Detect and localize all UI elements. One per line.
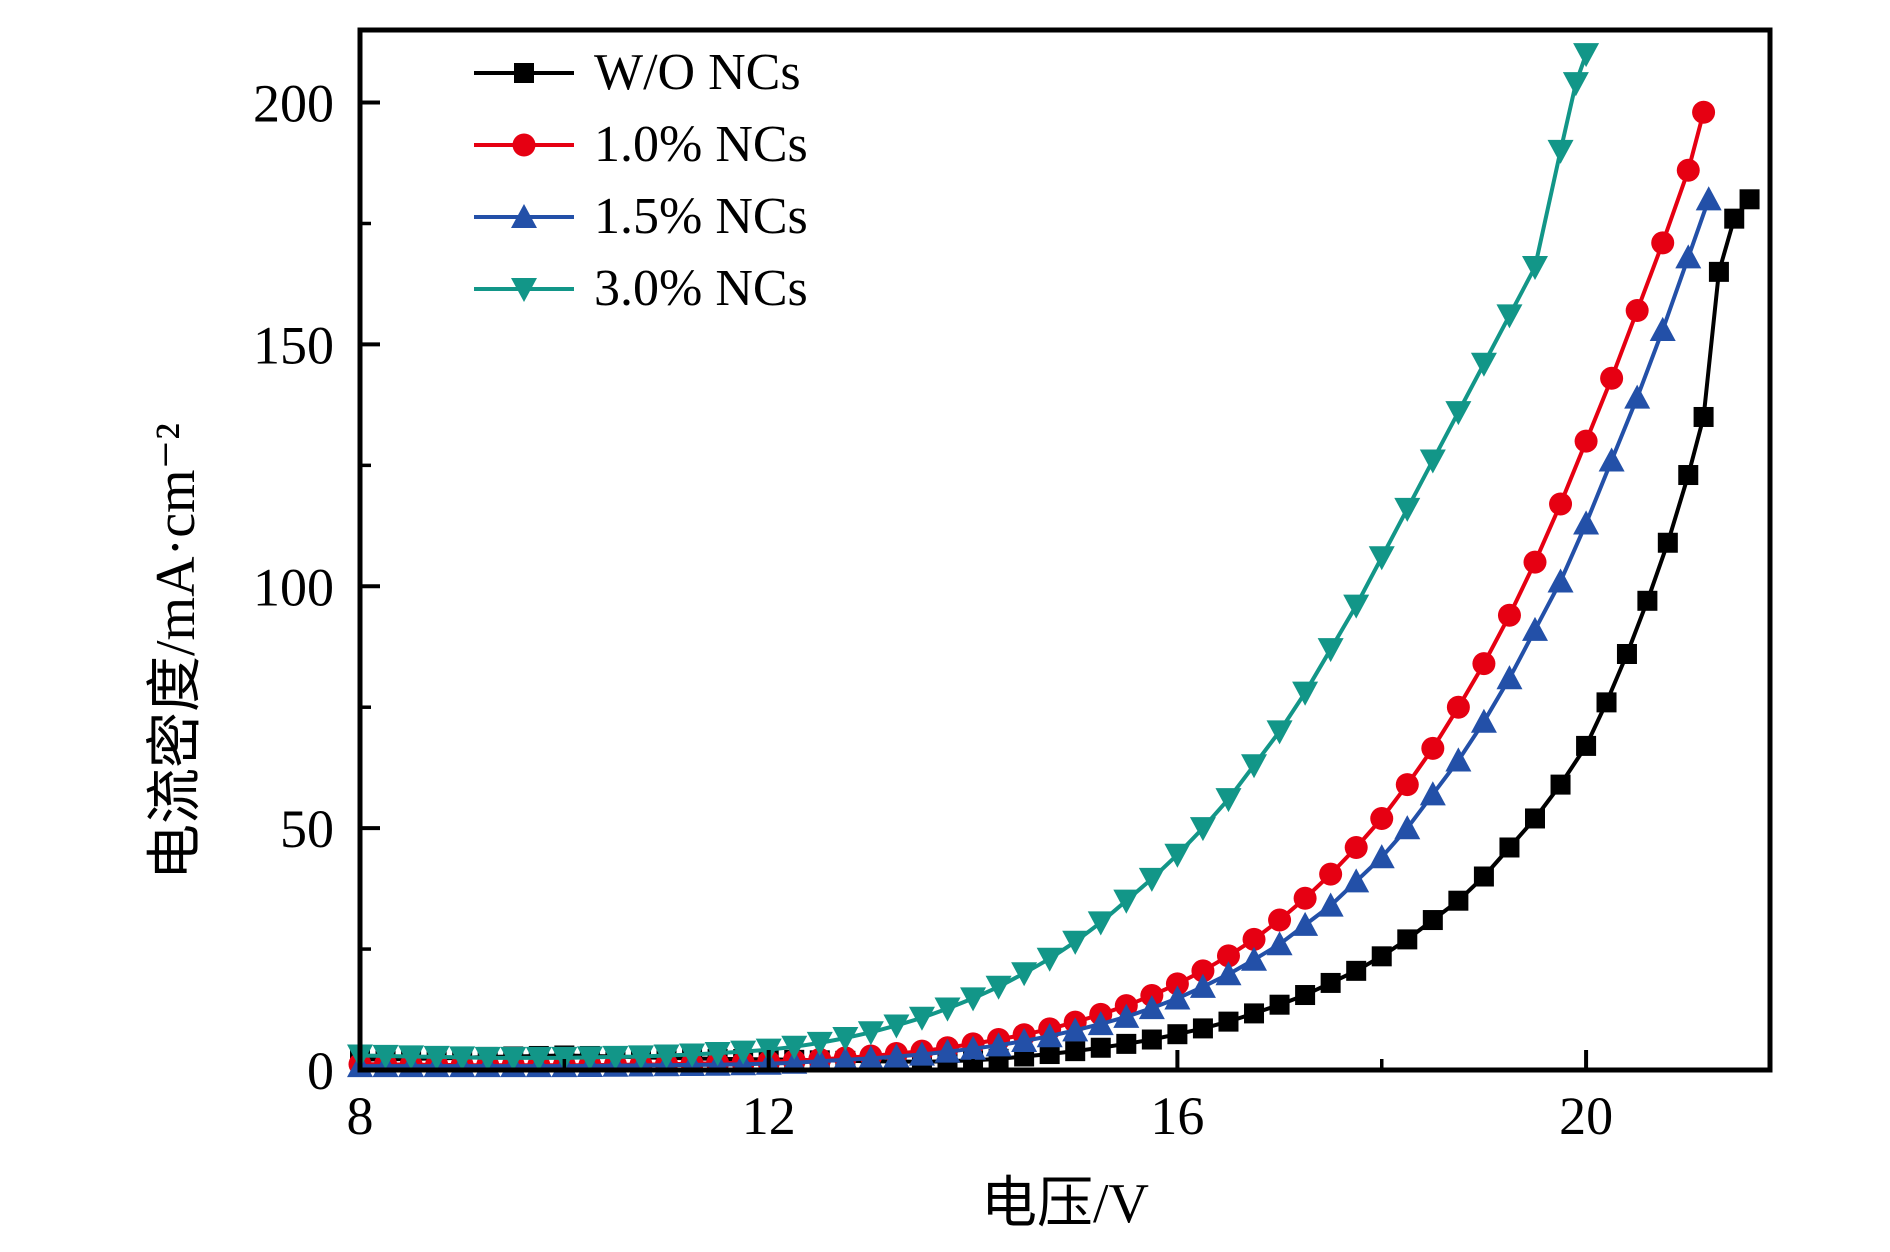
- legend-label-1-5-ncs: 1.5% NCs: [594, 188, 808, 245]
- legend-triangle-up-marker-icon: [474, 204, 574, 229]
- legend-item-1-0-ncs: 1.0% NCs: [472, 114, 808, 176]
- svg-text:50: 50: [280, 799, 334, 859]
- svg-text:100: 100: [253, 557, 334, 617]
- y-axis-title: 电流密度/mA·cm⁻²: [145, 423, 207, 880]
- svg-text:200: 200: [253, 74, 334, 134]
- legend-circle-marker-icon: [474, 133, 574, 157]
- legend: W/O NCs 1.0% NCs 1.5% NCs 3.0% NCs: [472, 42, 808, 320]
- legend-item-3-0-ncs: 3.0% NCs: [472, 258, 808, 320]
- svg-text:20: 20: [1559, 1086, 1613, 1146]
- legend-item-1-5-ncs: 1.5% NCs: [472, 186, 808, 248]
- legend-label-wo-ncs: W/O NCs: [594, 44, 801, 101]
- svg-text:12: 12: [742, 1086, 796, 1146]
- svg-text:150: 150: [253, 315, 334, 375]
- legend-item-wo-ncs: W/O NCs: [472, 42, 808, 104]
- svg-text:0: 0: [307, 1041, 334, 1101]
- svg-text:8: 8: [347, 1086, 374, 1146]
- x-axis-title: 电压/V: [981, 1173, 1149, 1235]
- legend-triangle-down-marker-icon: [474, 277, 574, 302]
- legend-label-3-0-ncs: 3.0% NCs: [594, 260, 808, 317]
- legend-square-marker-icon: [474, 63, 574, 83]
- legend-label-1-0-ncs: 1.0% NCs: [594, 116, 808, 173]
- svg-text:16: 16: [1150, 1086, 1204, 1146]
